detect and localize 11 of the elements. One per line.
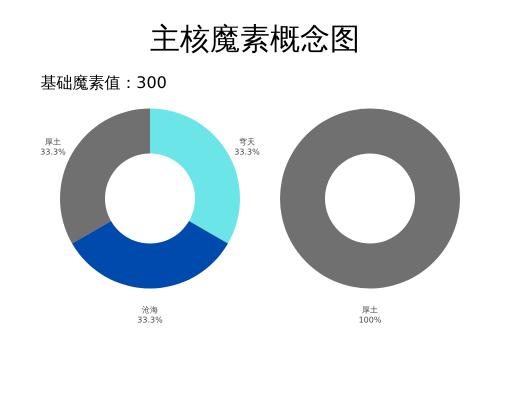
chart-subtitle: 基础魔素值：300 (40, 73, 167, 92)
slice-label: 沧海 (142, 306, 158, 314)
slice-label: 厚土 (45, 138, 62, 146)
donut-slice (72, 221, 228, 288)
data-label: 33.3% (234, 148, 260, 156)
slice-label: 穹天 (238, 138, 255, 146)
data-label: 33.3% (137, 316, 164, 324)
chart-title: 主核魔素概念图 (150, 22, 360, 57)
slice-label: 厚土 (362, 306, 378, 314)
data-label: 100% (358, 316, 382, 324)
data-label: 33.3% (40, 148, 66, 156)
